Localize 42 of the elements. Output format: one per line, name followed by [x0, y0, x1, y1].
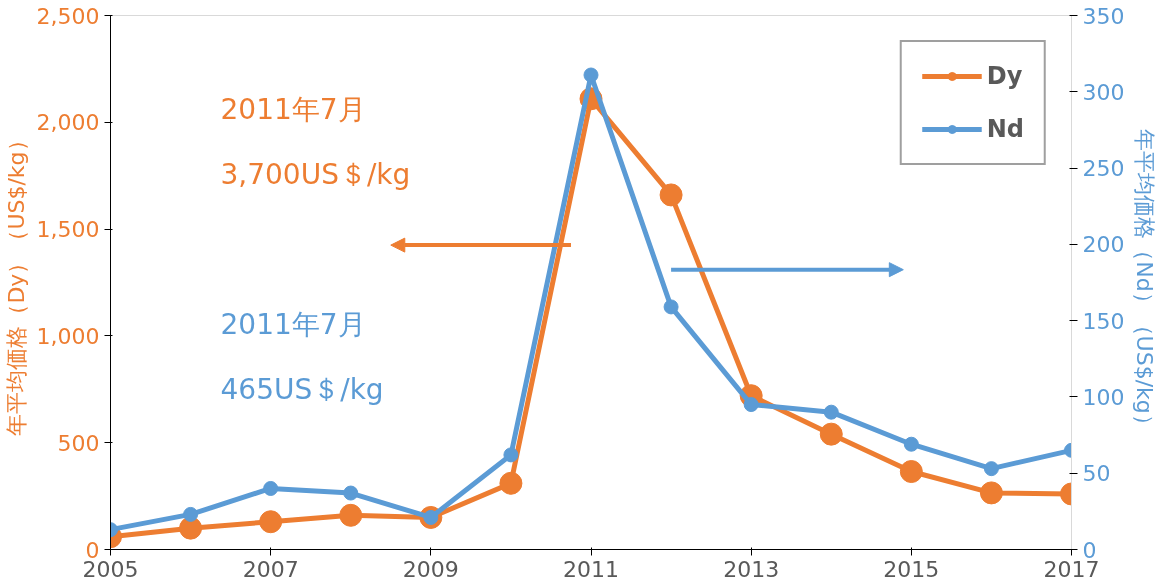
- point: [823, 404, 839, 420]
- point: [183, 506, 199, 522]
- legend-label: Nd: [986, 115, 1024, 143]
- annotation: 2011年7月: [220, 307, 366, 341]
- point: [263, 480, 279, 496]
- point: [259, 510, 283, 534]
- x-tick-label: 2015: [883, 556, 940, 579]
- x-tick-label: 2007: [242, 556, 299, 579]
- x-tick-label: 2013: [723, 556, 780, 579]
- y2-tick-label: 250: [1082, 156, 1125, 182]
- point: [899, 460, 923, 484]
- y-tick-label: 2,500: [36, 3, 100, 29]
- annotation: 3,700US＄/kg: [220, 157, 411, 191]
- y-tick-label: 2,000: [36, 110, 100, 136]
- y-tick-label: 500: [57, 430, 100, 456]
- y2-tick-label: 350: [1082, 3, 1125, 29]
- point: [503, 447, 519, 463]
- y2-tick-label: 200: [1082, 232, 1125, 258]
- point: [339, 503, 363, 527]
- legend-label: Dy: [986, 62, 1023, 90]
- y-tick-label: 1,000: [36, 323, 100, 349]
- y-tick-label: 1,500: [36, 217, 100, 243]
- annotation: 465US＄/kg: [220, 372, 384, 406]
- annotation: 2011年7月: [220, 92, 366, 126]
- y2-tick-label: 100: [1082, 384, 1125, 410]
- point: [499, 471, 523, 495]
- y-axis-title: 年平均価格（Dy）（US$/kg）: [3, 129, 29, 436]
- point: [343, 485, 359, 501]
- y2-axis-title: 年平均価格（Nd）（US$/kg）: [1132, 129, 1158, 436]
- x-tick-label: 2009: [402, 556, 459, 579]
- point: [979, 481, 1003, 505]
- point: [983, 461, 999, 477]
- point: [659, 183, 683, 207]
- x-tick-label: 2011: [563, 556, 620, 579]
- point: [819, 422, 843, 446]
- point: [663, 299, 679, 315]
- y2-tick-label: 150: [1082, 308, 1125, 334]
- point: [903, 436, 919, 452]
- y2-tick-label: 50: [1082, 461, 1111, 487]
- point: [583, 67, 599, 83]
- y2-tick-label: 300: [1082, 79, 1125, 105]
- point: [743, 397, 759, 413]
